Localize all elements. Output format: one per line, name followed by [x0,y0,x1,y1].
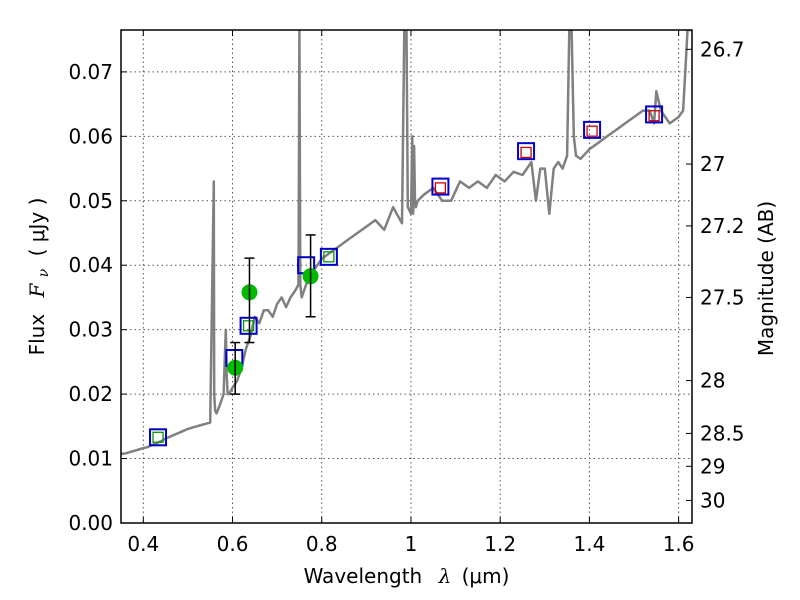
photometry-square-marker [645,105,664,124]
photometry-square-marker [431,177,450,196]
y-tick-label: 0.04 [68,253,113,277]
y-tick-label: 0.00 [68,511,113,535]
model-square-marker [323,251,335,263]
photometry-square-marker [583,120,602,139]
y-tick-label: 0.05 [68,189,113,213]
right-tick-label: 28 [700,369,725,393]
y-axis-label-symbol: F [25,282,49,298]
right-tick-label: 27.2 [700,214,745,238]
y-axis-label: Flux F ν ( μJy ) [25,198,53,356]
x-tick-label: 1 [405,532,418,556]
plot-area [121,30,692,456]
x-tick-label: 1.2 [484,532,516,556]
model-square-marker [152,431,164,443]
right-axis-label: Magnitude (AB) [754,201,778,356]
y-axis-label-text: Flux [25,314,49,356]
y-tick-label: 0.02 [68,382,113,406]
y-tick-label: 0.07 [68,60,113,84]
model-square-marker [520,146,532,159]
plot-frame [120,29,693,524]
right-tick-label: 27 [700,152,725,176]
model-square-marker [434,182,447,194]
grid [121,30,692,524]
x-tick-label: 1.4 [573,532,605,556]
model-square-marker [586,125,598,137]
x-axis-label-text: Wavelength [304,564,423,588]
x-tick-label: 0.4 [127,532,159,556]
y-axis-label-unit: ( μJy ) [25,198,49,257]
right-tick-label: 30 [700,488,725,512]
model-square-marker [242,320,255,332]
x-tick-label: 0.6 [217,532,249,556]
ticks: 0.4 0.6 0.8 1 1.2 1.4 1.6 0.00 0.01 0.02 0.03 0.04 0… [68,30,745,556]
y-tick-label: 0.06 [68,124,113,148]
x-tick-label: 1.6 [663,532,695,556]
right-tick-label: 28.5 [700,421,745,445]
right-tick-label: 29 [700,454,725,478]
y-tick-label: 0.01 [68,447,113,471]
model-square-marker [648,110,660,122]
spectrum-line [121,30,692,456]
photometry-square-marker [149,428,168,447]
x-axis-label-symbol: λ [438,564,452,588]
x-axis-label-unit: (μm) [462,564,510,588]
photometry-square-marker [517,142,536,161]
y-tick-label: 0.03 [68,318,113,342]
right-tick-label: 27.5 [700,285,745,309]
photometry-square-marker [239,316,258,335]
x-tick-label: 0.8 [306,532,338,556]
y-axis-label-subscript: ν [36,268,52,277]
photometry-square-marker [319,247,338,266]
right-tick-label: 26.7 [700,37,745,61]
x-axis-label: Wavelength λ (μm) [304,564,510,588]
